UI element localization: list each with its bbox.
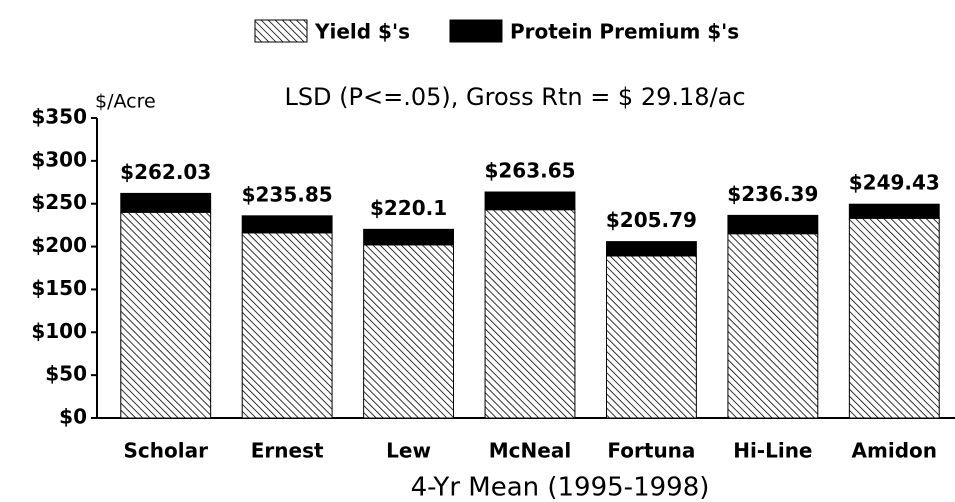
bar-segment: [606, 241, 697, 257]
bar-segment: [120, 211, 212, 419]
chart-title: LSD (P<=.05), Gross Rtn = $ 29.18/ac: [284, 83, 745, 111]
y-tick-label: $100: [31, 319, 87, 343]
y-tick-label: $300: [31, 147, 87, 171]
bar-segment: [484, 191, 576, 211]
total-label: $235.85: [242, 182, 333, 206]
legend-label: Yield $'s: [314, 20, 410, 44]
bar-segment: [363, 244, 454, 419]
y-tick-label: $250: [31, 190, 87, 214]
bar-segment: [606, 255, 697, 419]
y-tick-label: $350: [31, 105, 87, 129]
y-axis-label: $/Acre: [95, 91, 156, 113]
y-tick-label: $0: [59, 405, 87, 429]
total-label: $249.43: [849, 171, 940, 195]
x-tick-label: Amidon: [852, 439, 937, 463]
bar-segment: [727, 233, 819, 419]
x-tick-label: Scholar: [123, 439, 208, 463]
total-label: $263.65: [484, 159, 575, 183]
x-tick-label: Lew: [386, 439, 431, 463]
y-tick-label: $150: [31, 276, 87, 300]
legend-swatch: [449, 19, 503, 43]
bar-segment: [484, 209, 576, 419]
legend-label: Protein Premium $'s: [510, 20, 739, 44]
legend-swatch: [254, 19, 308, 43]
bar-segment: [120, 192, 212, 213]
total-label: $220.1: [370, 196, 447, 220]
x-tick-label: McNeal: [489, 439, 571, 463]
x-tick-label: Hi-Line: [733, 439, 812, 463]
bar-segment: [848, 203, 940, 219]
x-tick-label: Fortuna: [607, 439, 695, 463]
total-label: $262.03: [120, 160, 211, 184]
y-tick-label: $50: [45, 362, 87, 386]
bar-segment: [241, 215, 333, 234]
x-tick-label: Ernest: [251, 439, 324, 463]
bar-segment: [241, 232, 333, 419]
total-label: $236.39: [727, 182, 818, 206]
bar-segment: [848, 217, 940, 419]
total-label: $205.79: [606, 208, 697, 232]
x-axis-title: 4-Yr Mean (1995-1998): [411, 473, 710, 502]
bar-segment: [363, 228, 454, 246]
bar-segment: [727, 214, 819, 235]
y-tick-label: $200: [31, 233, 87, 257]
